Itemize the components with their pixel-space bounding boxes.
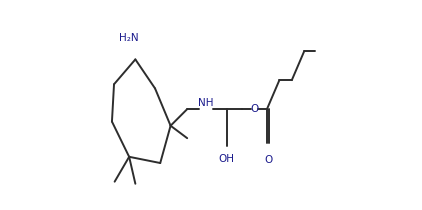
Text: NH: NH	[197, 98, 213, 108]
Text: O: O	[264, 155, 272, 165]
Text: H₂N: H₂N	[119, 33, 139, 43]
Text: OH: OH	[219, 154, 235, 164]
Text: O: O	[250, 104, 259, 114]
